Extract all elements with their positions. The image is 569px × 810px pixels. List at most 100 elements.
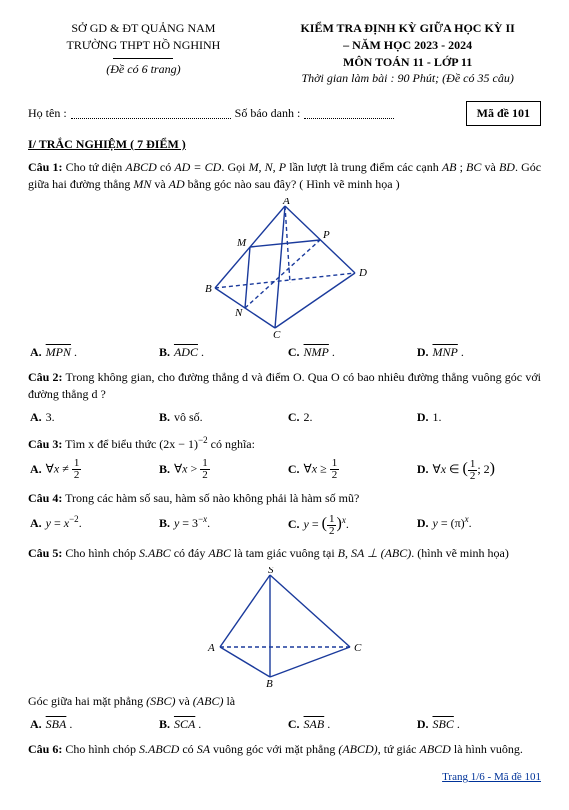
q1-t3: . Gọi	[221, 160, 248, 174]
fig1-P: P	[322, 229, 330, 241]
name-field[interactable]	[71, 109, 231, 119]
figure-1: A B C D M N P	[28, 198, 541, 338]
fig1-D: D	[358, 267, 367, 279]
q1-s1: ;	[456, 160, 466, 174]
section-title: I/ TRẮC NGHIỆM ( 7 ĐIỂM )	[28, 136, 541, 153]
exam-code: Mã đề 101	[466, 101, 541, 126]
q5-optA[interactable]: A.SBA .	[30, 716, 152, 733]
q4-optC[interactable]: C.y = (12)x.	[288, 513, 410, 537]
q3-optA[interactable]: A.∀x ≠ 12	[30, 458, 152, 482]
divider	[113, 58, 173, 59]
q1-optA[interactable]: A.MPN .	[30, 344, 152, 361]
q2-text: Trong không gian, cho đường thẳng d và đ…	[28, 370, 541, 401]
q5-abcp: (ABC)	[193, 694, 224, 708]
q1-t6: bằng góc nào sau đây? ( Hình vẽ minh họa…	[185, 177, 400, 191]
q4-options: A.y = x−2. B.y = 3−x. C.y = (12)x. D.y =…	[28, 513, 541, 537]
q2-options: A.3. B.vô số. C.2. D.1.	[28, 409, 541, 426]
q5-t5: . (hình vẽ minh họa)	[411, 546, 509, 560]
q1-optC[interactable]: C.NMP .	[288, 344, 410, 361]
q1-mnp: M, N, P	[249, 160, 287, 174]
q4-optA[interactable]: A.y = x−2.	[30, 513, 152, 537]
q6-abcd2: ABCD	[420, 742, 451, 756]
q2-optD[interactable]: D.1.	[417, 409, 539, 426]
question-4: Câu 4: Trong các hàm số sau, hàm số nào …	[28, 490, 541, 507]
q2-optA[interactable]: A.3.	[30, 409, 152, 426]
q1-ab: AB	[442, 160, 457, 174]
question-2: Câu 2: Trong không gian, cho đường thẳng…	[28, 369, 541, 403]
q1-t2: có	[157, 160, 175, 174]
q1-num: Câu 1:	[28, 160, 62, 174]
q5-optB[interactable]: B.SCA .	[159, 716, 281, 733]
q4-optB[interactable]: B.y = 3−x.	[159, 513, 281, 537]
q5-t1: Cho hình chóp	[65, 546, 139, 560]
q1-t1: Cho tứ diện	[66, 160, 126, 174]
q4-optD[interactable]: D.y = (π)x.	[417, 513, 539, 537]
fig1-C: C	[273, 329, 281, 338]
q1-and2: và	[151, 177, 168, 191]
q1-and: và	[481, 160, 499, 174]
q3-expr: (2x − 1)	[159, 437, 198, 451]
q2-num: Câu 2:	[28, 370, 63, 384]
school-name: TRƯỜNG THPT HỒ NGHINH	[28, 37, 259, 54]
dept-name: SỞ GD & ĐT QUẢNG NAM	[28, 20, 259, 37]
q1-optD[interactable]: D.MNP .	[417, 344, 539, 361]
q6-sabcd: S.ABCD	[139, 742, 179, 756]
q4-text: Trong các hàm số sau, hàm số nào không p…	[65, 491, 359, 505]
q3-optC[interactable]: C.∀x ≥ 12	[288, 458, 410, 482]
sbd-label: Số báo danh :	[235, 105, 301, 122]
q1-bc: BC	[466, 160, 481, 174]
header-right: KIỂM TRA ĐỊNH KỲ GIỮA HỌC KỲ II – NĂM HỌ…	[274, 20, 541, 87]
q6-t2: có	[179, 742, 196, 756]
fig2-B: B	[266, 678, 273, 687]
q3-pow: −2	[198, 435, 208, 445]
name-row: Họ tên : Số báo danh : Mã đề 101	[28, 101, 541, 126]
time-note: Thời gian làm bài : 90 Phút; (Đề có 35 c…	[274, 70, 541, 87]
exam-title-2: – NĂM HỌC 2023 - 2024	[274, 37, 541, 54]
page-footer: Trang 1/6 - Mã đề 101	[28, 770, 541, 785]
q1-eq: AD = CD	[174, 160, 221, 174]
q5-sbc: (SBC)	[146, 694, 175, 708]
q5-optC[interactable]: C.SAB .	[288, 716, 410, 733]
q5-t3: là tam giác vuông tại	[231, 546, 338, 560]
q5-is: là	[223, 694, 235, 708]
fig2-S: S	[268, 567, 274, 576]
exam-title-1: KIỂM TRA ĐỊNH KỲ GIỮA HỌC KỲ II	[274, 20, 541, 37]
q3-t2: có nghĩa:	[208, 437, 255, 451]
question-3: Câu 3: Tìm x để biểu thức (2x − 1)−2 có …	[28, 434, 541, 453]
q6-t1: Cho hình chóp	[65, 742, 139, 756]
fig1-N: N	[234, 307, 243, 319]
question-5: Câu 5: Cho hình chóp S.ABC có đáy ABC là…	[28, 545, 541, 562]
q6-t3: vuông góc với mặt phẳng	[210, 742, 338, 756]
q6-t5: là hình vuông.	[451, 742, 523, 756]
q3-optB[interactable]: B.∀x > 12	[159, 458, 281, 482]
fig2-C: C	[354, 642, 362, 654]
q6-num: Câu 6:	[28, 742, 62, 756]
pages-note: (Đề có 6 trang)	[28, 61, 259, 78]
q2-optB[interactable]: B.vô số.	[159, 409, 281, 426]
q5-t2: có đáy	[171, 546, 209, 560]
q4-num: Câu 4:	[28, 491, 62, 505]
q1-mn: MN	[133, 177, 151, 191]
q5-l2a: Góc giữa hai mặt phẳng	[28, 694, 146, 708]
q5-and: và	[175, 694, 192, 708]
figure-2: S A B C	[28, 567, 541, 687]
q3-options: A.∀x ≠ 12 B.∀x > 12 C.∀x ≥ 12 D.∀x ∈ (12…	[28, 458, 541, 482]
fig2-A: A	[207, 642, 215, 654]
q5-line2: Góc giữa hai mặt phẳng (SBC) và (ABC) là	[28, 693, 541, 710]
q1-abcd: ABCD	[125, 160, 156, 174]
q3-optD[interactable]: D.∀x ∈ (12; 2)	[417, 458, 539, 482]
q6-sa: SA	[197, 742, 210, 756]
q1-ad: AD	[169, 177, 185, 191]
fig1-A: A	[282, 198, 290, 207]
q5-num: Câu 5:	[28, 546, 62, 560]
q5-options: A.SBA . B.SCA . C.SAB . D.SBC .	[28, 716, 541, 733]
sbd-field[interactable]	[304, 109, 394, 119]
q2-optC[interactable]: C.2.	[288, 409, 410, 426]
q6-t4: , tứ giác	[378, 742, 420, 756]
question-1: Câu 1: Cho tứ diện ABCD có AD = CD. Gọi …	[28, 159, 541, 193]
q5-optD[interactable]: D.SBC .	[417, 716, 539, 733]
header-left: SỞ GD & ĐT QUẢNG NAM TRƯỜNG THPT HỒ NGHI…	[28, 20, 259, 87]
q1-optB[interactable]: B.ADC .	[159, 344, 281, 361]
q3-t1: Tìm x để biểu thức	[65, 437, 159, 451]
q1-t4: lần lượt là trung điểm các cạnh	[286, 160, 442, 174]
